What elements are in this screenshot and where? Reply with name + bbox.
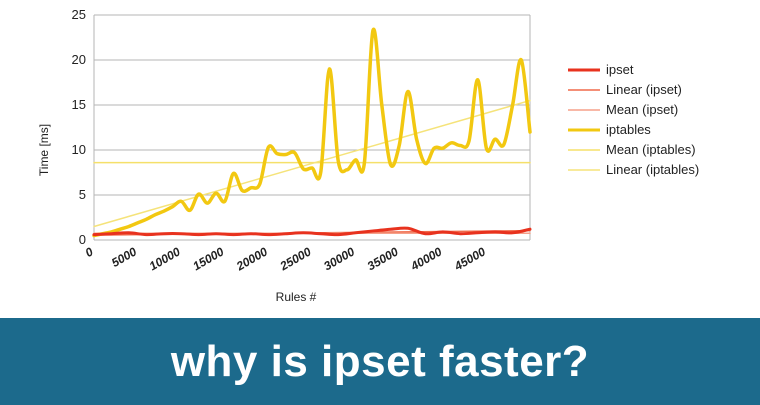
series-line-3 (92, 27, 532, 238)
legend: ipset Linear (ipset) Mean (ipset) iptables M… (568, 62, 699, 177)
chart: 0 5 10 15 20 25 0 5000 10000 15000 20000 25000 3000… (37, 7, 699, 304)
banner-title: why is ipset faster? (170, 336, 590, 386)
x-tick-label: 20000 (233, 244, 270, 273)
y-tick-label: 15 (72, 97, 86, 112)
y-axis-ticks: 0 5 10 15 20 25 (72, 7, 86, 247)
y-tick-label: 20 (72, 52, 86, 67)
y-tick-label: 10 (72, 142, 86, 157)
x-tick-label: 25000 (277, 244, 314, 273)
x-axis-label: Rules # (276, 290, 317, 304)
title-banner: why is ipset faster? (0, 318, 760, 405)
x-tick-label: 10000 (147, 244, 183, 273)
plot-frame (93, 15, 531, 240)
y-axis-label: Time [ms] (37, 124, 51, 176)
x-tick-label: 5000 (109, 244, 139, 270)
legend-label: Linear (ipset) (606, 82, 682, 97)
x-tick-label: 35000 (365, 244, 401, 273)
x-tick-label: 40000 (408, 244, 445, 273)
grid (94, 14, 530, 241)
legend-label: iptables (606, 122, 651, 137)
x-tick-label: 30000 (321, 244, 357, 273)
legend-label: Mean (ipset) (606, 102, 678, 117)
series-line-0 (92, 226, 532, 237)
series-lines (92, 27, 532, 238)
y-tick-label: 25 (72, 7, 86, 22)
x-tick-label: 15000 (190, 244, 226, 273)
x-axis-ticks: 0 5000 10000 15000 20000 25000 30000 35000 40000… (83, 244, 488, 273)
legend-label: ipset (606, 62, 634, 77)
legend-label: Mean (iptables) (606, 142, 696, 157)
series-line-5 (93, 99, 531, 228)
x-tick-label: 45000 (451, 244, 488, 273)
legend-label: Linear (iptables) (606, 162, 699, 177)
y-tick-label: 0 (79, 232, 86, 247)
y-tick-label: 5 (79, 187, 86, 202)
x-tick-label: 0 (83, 244, 96, 260)
